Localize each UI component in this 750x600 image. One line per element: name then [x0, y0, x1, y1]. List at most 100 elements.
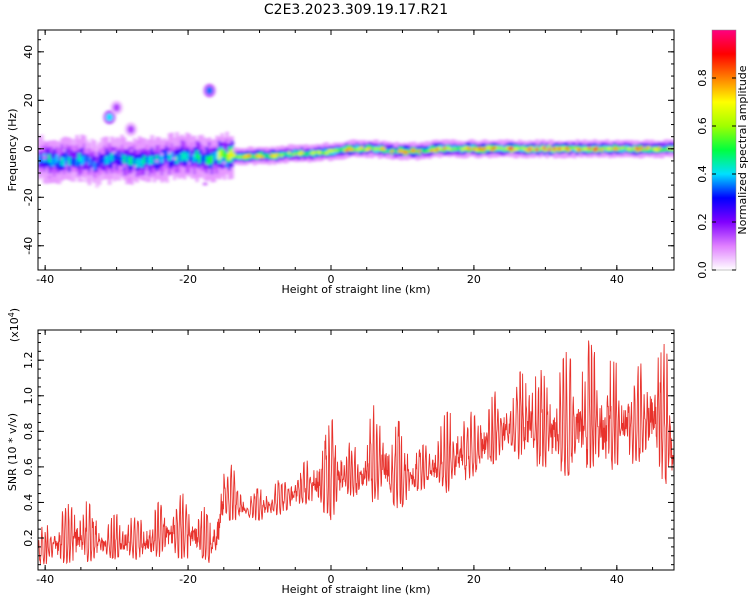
spectrogram-cell	[348, 147, 352, 151]
spectrogram-cell	[543, 146, 547, 150]
spectrogram-cell	[223, 149, 227, 159]
spectrogram-cell	[88, 156, 92, 166]
spectrogram-speck	[85, 176, 90, 180]
spectrogram-cell	[143, 155, 147, 165]
spectrogram-cell	[238, 155, 242, 159]
spectrogram-cell	[315, 150, 319, 154]
spectrogram-cell	[650, 147, 654, 152]
spectrogram-y-tick-label: -20	[22, 188, 35, 206]
spectrogram-cell	[558, 147, 562, 151]
spectrogram-cell	[655, 148, 659, 152]
spectrogram-cell	[133, 156, 137, 166]
spectrogram-cell	[45, 157, 49, 167]
spectrogram-cell	[385, 149, 389, 153]
spectrogram-cell	[335, 148, 339, 153]
spectrogram-cell	[330, 149, 334, 153]
spectrogram-cell	[448, 147, 452, 151]
snr-y-tick-label: 0.6	[22, 458, 35, 476]
spectrogram-cell	[205, 146, 209, 163]
spectrogram-cell	[318, 150, 322, 155]
spectrogram-cell	[123, 155, 127, 164]
spectrogram-cell	[540, 146, 544, 150]
spectrogram-cell	[520, 146, 524, 150]
spectrogram-cell	[208, 156, 212, 165]
spectrogram-cell	[78, 153, 82, 162]
spectrogram-cell	[343, 148, 347, 153]
spectrogram-cell	[418, 149, 422, 153]
spectrogram-speck	[188, 161, 193, 165]
spectrogram-cell	[278, 152, 282, 157]
spectrogram-cell	[228, 151, 232, 160]
spectrogram-cell	[105, 155, 109, 165]
spectrogram-cell	[620, 146, 624, 150]
colorbar-label: Normalized spectral amplitude	[736, 65, 749, 234]
colorbar: 0.0 0.2 0.4 0.6 0.8 Normalized spectral ampl…	[696, 29, 749, 279]
spectrogram-cell	[218, 150, 222, 160]
snr-x-tick-label: 0	[327, 573, 334, 586]
colorbar-tick-label: 0.6	[696, 117, 709, 135]
colorbar-tick-label: 0.2	[696, 213, 709, 231]
spectrogram-cell	[58, 159, 62, 169]
spectrogram-ticks: -40 -20 0 20 40 -40 -20 0 20 40	[22, 30, 674, 286]
spectrogram-cell	[108, 155, 112, 164]
spectrogram-cell	[113, 153, 117, 163]
spectrogram-cell	[110, 152, 114, 162]
spectrogram-cell	[595, 146, 599, 151]
spectrogram-cell	[328, 148, 332, 153]
spectrogram-speck	[128, 177, 133, 181]
spectrogram-cell	[288, 150, 292, 155]
snr-x-tick-label: -20	[179, 573, 197, 586]
spectrogram-cell	[210, 154, 214, 164]
spectrogram-cell	[475, 148, 479, 152]
spectrogram-cell	[200, 155, 204, 164]
colorbar-tick-label: 0.0	[696, 261, 709, 279]
spectrogram-x-tick-label: -40	[36, 273, 54, 286]
spectrogram-cell	[478, 146, 482, 150]
spectrogram-cell	[608, 146, 612, 151]
spectrogram-cell	[548, 147, 552, 152]
spectrogram-cell	[63, 157, 67, 167]
spectrogram-cell	[93, 161, 97, 170]
spectrogram-y-tick-label: 20	[22, 93, 35, 107]
spectrogram-cell	[578, 148, 582, 152]
spectrogram-cell	[628, 146, 632, 151]
spectrogram-cell	[663, 148, 667, 152]
spectrogram-y-axis-label: Frequency (Hz)	[6, 109, 19, 192]
snr-y-tick-label: 0.8	[22, 423, 35, 441]
figure-title: C2E3.2023.309.19.17.R21	[264, 2, 448, 18]
snr-series-line	[38, 340, 674, 565]
spectrogram-cell	[398, 149, 402, 153]
colorbar-ticks: 0.0 0.2 0.4 0.6 0.8	[696, 69, 736, 279]
colorbar-frame	[711, 29, 737, 271]
spectrogram-cell	[485, 146, 489, 150]
spectrogram-speck	[225, 140, 230, 144]
spectrogram-cell	[440, 148, 444, 152]
spectrogram-cell	[383, 146, 387, 151]
spectrogram-cell	[220, 148, 224, 158]
spectrogram-cell	[225, 153, 229, 162]
spectrogram-cell	[305, 152, 309, 157]
spectrogram-cell	[148, 156, 152, 165]
spectrogram-y-tick-label: 0	[22, 145, 35, 152]
spectrogram-cell	[90, 158, 94, 168]
spectrogram-cell	[50, 158, 54, 167]
spectrogram-cell	[283, 152, 287, 156]
spectrogram-cell	[550, 147, 554, 152]
spectrogram-speck	[83, 169, 88, 173]
spectrogram-cell	[288, 151, 292, 158]
spectrogram-cell	[580, 147, 584, 152]
spectrogram-cell	[273, 154, 277, 158]
spectrogram-cell	[285, 152, 289, 156]
spectrogram-cell	[565, 146, 569, 151]
spectrogram-cell	[183, 151, 187, 160]
spectrogram-y-tick-label: -40	[22, 237, 35, 255]
spectrogram-x-tick-label: 40	[610, 273, 624, 286]
spectrogram-speck	[213, 169, 218, 173]
spectrogram-cell	[560, 147, 564, 151]
spectrogram-cell	[525, 148, 529, 152]
spectrogram-cell	[175, 155, 179, 164]
spectrogram-cell	[45, 147, 49, 164]
spectrogram-frame	[37, 29, 675, 271]
spectrogram-speck	[168, 151, 173, 155]
